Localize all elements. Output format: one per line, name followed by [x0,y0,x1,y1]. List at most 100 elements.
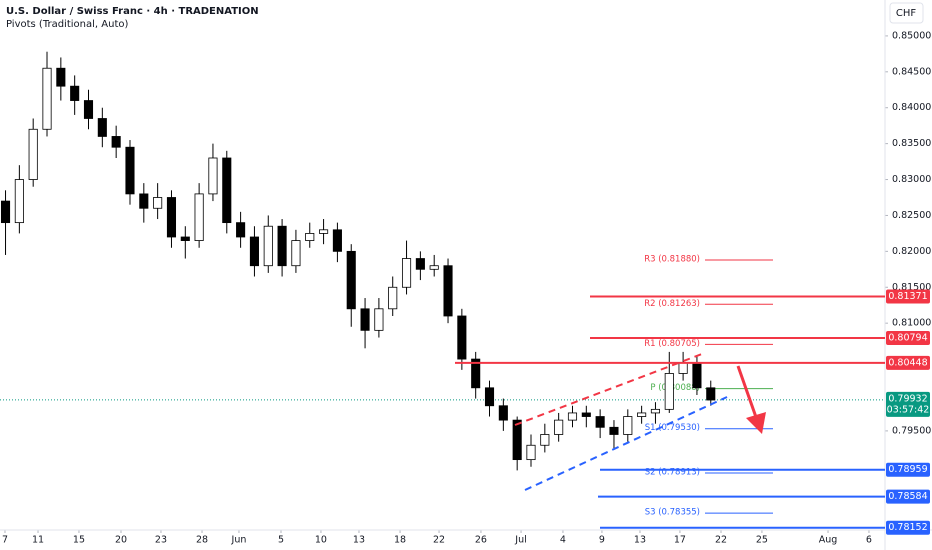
pivot-label: S1 (0.79530) [645,423,700,433]
candle-body [56,67,66,87]
x-tick-label: 26 [475,535,487,546]
candle-body [83,100,94,119]
candle-body [637,412,647,417]
current-price-label: 0.79932 [888,393,927,404]
x-tick-label: 7 [2,535,8,546]
candle-body [567,412,578,421]
candle-body [692,362,702,389]
arrow-shaft [736,365,759,421]
x-tick-label: 18 [394,535,406,546]
x-tick-label: 10 [315,535,327,546]
candle-body [291,240,301,267]
pivot-label: P (0.80088) [650,383,700,393]
currency[interactable]: CHF [896,8,917,19]
candle-body [14,179,24,224]
candle-body [374,308,384,331]
candle-body [346,250,356,310]
x-tick-label: Aug [819,535,838,546]
x-tick-label: 9 [599,535,605,546]
candle-body [471,358,481,389]
candle-body [125,146,135,195]
candle-body [443,265,453,317]
level-price-box [886,489,930,504]
x-tick-label: 25 [756,535,768,546]
candle-body [111,136,121,148]
candle-body [208,157,218,195]
x-tick-label: 13 [634,535,646,546]
y-tick-label: 0.83000 [892,174,931,185]
candle-body [581,412,591,417]
x-tick-label: 23 [155,535,167,546]
candle-body [249,236,259,267]
candle-body [236,222,246,238]
y-tick-label: 0.84500 [892,66,931,77]
candle-body [360,308,370,331]
candle-body [678,362,688,374]
candle-body [222,157,232,224]
x-tick-label: 17 [674,535,686,546]
level-price-label: 0.80448 [888,357,927,368]
x-tick-label: Jun [231,535,247,546]
candle-body [526,444,536,461]
x-tick-label: 5 [278,535,284,546]
y-tick-label: 0.82000 [892,246,931,257]
currency-box[interactable] [889,2,924,24]
level-price-box [886,462,930,477]
indicator-name: Pivots (Traditional, Auto) [6,19,128,30]
candle-body [706,387,716,401]
candle-body [70,85,80,101]
x-tick-label: 6 [866,535,872,546]
level-price-box [886,520,930,535]
candle-body [429,265,439,270]
x-tick-label: 22 [715,535,727,546]
pivot-label: R1 (0.80705) [644,339,700,349]
candle-body [623,416,633,435]
candle-body [319,229,329,234]
arrow-head [746,412,766,434]
current-price-box [886,391,930,417]
candle-body [332,229,342,252]
x-tick-label: 22 [433,535,445,546]
candle-body [166,197,177,238]
level-price-box [886,330,930,345]
lower-trendline [524,396,728,491]
candle-body [263,225,273,267]
level-price-label: 0.78152 [888,522,927,533]
candle-body [415,258,425,270]
candle-body [305,233,315,241]
y-tick-label: 0.85000 [892,30,931,41]
y-tick-label: 0.81500 [892,282,931,293]
y-tick-label: 0.84000 [892,102,931,113]
y-tick-label: 0.79500 [892,425,931,436]
level-price-box [886,355,930,370]
level-price-label: 0.78959 [888,464,927,475]
candle-body [457,315,467,360]
candle-body [97,118,107,137]
candle-body [540,434,550,446]
x-tick-label: 11 [32,535,44,546]
candle-body [388,286,398,310]
x-tick-label: 13 [353,535,365,546]
pivot-label: S2 (0.78913) [645,468,700,478]
level-price-label: 0.80794 [888,332,927,343]
chart-title: U.S. Dollar / Swiss Franc · 4h · TRADENA… [6,6,259,17]
candle-body [484,387,495,407]
candle-body [139,193,149,209]
candle-body [42,67,52,130]
candle-body [401,258,412,288]
y-tick-label: 0.81000 [892,318,931,329]
countdown: 03:57:42 [887,404,930,415]
pivot-label: R3 (0.81880) [644,254,700,264]
candle-body [153,197,163,209]
candle-body [498,405,508,421]
pivot-label: R2 (0.81263) [644,299,700,309]
level-price-label: 0.81371 [888,291,927,302]
x-tick-label: 4 [560,535,566,546]
x-tick-label: 15 [73,535,85,546]
upper-trendline [514,353,703,426]
level-price-box [886,289,930,304]
candle-body [194,193,204,241]
